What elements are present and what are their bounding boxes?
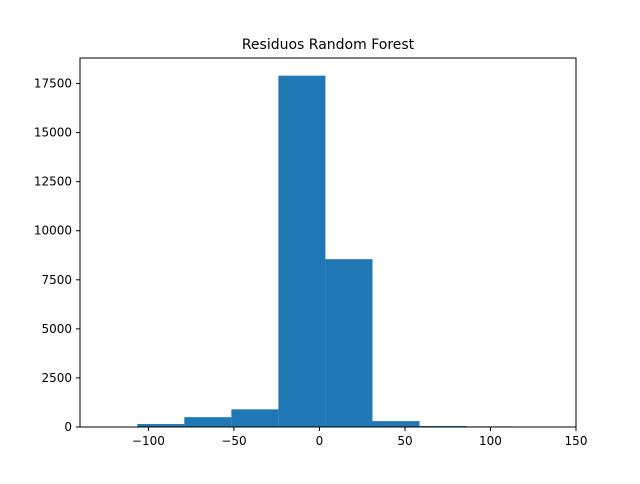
x-tick-label: 0 [316, 434, 324, 448]
y-tick-label: 2500 [41, 371, 72, 385]
histogram-bar-3 [278, 75, 326, 428]
y-tick-label: 5000 [41, 322, 72, 336]
histogram-bar-4 [325, 259, 373, 427]
plot-frame [79, 57, 577, 428]
y-tick-label: 12500 [34, 175, 72, 189]
y-axis-ticks: 0 2500 5000 7500 10000 12500 15000 17500 [34, 77, 80, 434]
y-tick-label: 7500 [41, 273, 72, 287]
y-tick-label: 15000 [34, 126, 72, 140]
x-tick-label: −100 [132, 434, 165, 448]
histogram-bar-2 [231, 409, 279, 427]
y-tick-label: 10000 [34, 224, 72, 238]
y-tick-label: 0 [64, 420, 72, 434]
x-tick-label: 100 [479, 434, 502, 448]
x-tick-label: −50 [221, 434, 246, 448]
y-tick-label: 17500 [34, 77, 72, 91]
histogram-bar-5 [372, 421, 420, 427]
x-tick-label: 150 [565, 434, 588, 448]
bars-group [137, 75, 514, 428]
histogram-bar-1 [184, 417, 232, 427]
histogram-bar-0 [137, 424, 185, 427]
x-tick-label: 50 [397, 434, 412, 448]
chart-title: Residuos Random Forest [242, 37, 415, 53]
x-axis-ticks: −100 −50 0 50 100 150 [132, 427, 588, 448]
